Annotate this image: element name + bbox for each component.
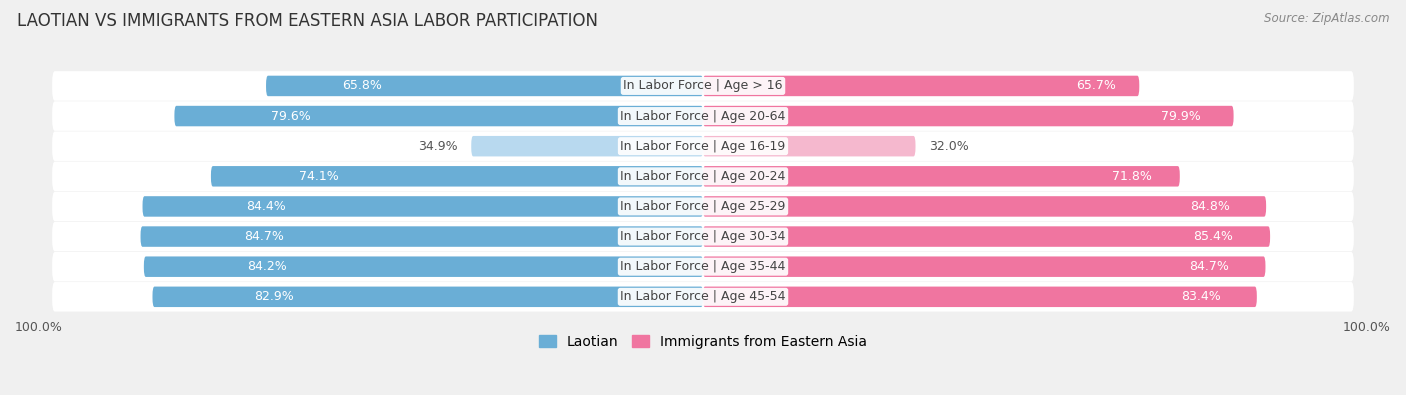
Text: 84.2%: 84.2%	[247, 260, 287, 273]
FancyBboxPatch shape	[52, 192, 1354, 221]
FancyBboxPatch shape	[141, 226, 703, 247]
FancyBboxPatch shape	[52, 132, 1354, 161]
Text: In Labor Force | Age 16-19: In Labor Force | Age 16-19	[620, 140, 786, 153]
Text: In Labor Force | Age 45-54: In Labor Force | Age 45-54	[620, 290, 786, 303]
FancyBboxPatch shape	[703, 106, 1233, 126]
FancyBboxPatch shape	[703, 196, 1267, 217]
FancyBboxPatch shape	[52, 101, 1354, 131]
Text: 82.9%: 82.9%	[253, 290, 294, 303]
Text: In Labor Force | Age 25-29: In Labor Force | Age 25-29	[620, 200, 786, 213]
FancyBboxPatch shape	[703, 76, 1139, 96]
FancyBboxPatch shape	[143, 256, 703, 277]
FancyBboxPatch shape	[703, 166, 1180, 186]
Text: 84.7%: 84.7%	[1189, 260, 1229, 273]
Text: 79.6%: 79.6%	[271, 109, 311, 122]
Text: 84.7%: 84.7%	[245, 230, 284, 243]
FancyBboxPatch shape	[703, 287, 1257, 307]
Text: 32.0%: 32.0%	[929, 140, 969, 153]
Text: LAOTIAN VS IMMIGRANTS FROM EASTERN ASIA LABOR PARTICIPATION: LAOTIAN VS IMMIGRANTS FROM EASTERN ASIA …	[17, 12, 598, 30]
Text: 71.8%: 71.8%	[1112, 170, 1152, 183]
FancyBboxPatch shape	[703, 226, 1270, 247]
FancyBboxPatch shape	[471, 136, 703, 156]
FancyBboxPatch shape	[142, 196, 703, 217]
Text: 84.8%: 84.8%	[1189, 200, 1230, 213]
FancyBboxPatch shape	[152, 287, 703, 307]
Text: 34.9%: 34.9%	[419, 140, 458, 153]
Text: In Labor Force | Age 30-34: In Labor Force | Age 30-34	[620, 230, 786, 243]
FancyBboxPatch shape	[52, 71, 1354, 101]
FancyBboxPatch shape	[211, 166, 703, 186]
Text: 65.7%: 65.7%	[1076, 79, 1115, 92]
Text: 65.8%: 65.8%	[342, 79, 382, 92]
Text: 83.4%: 83.4%	[1181, 290, 1222, 303]
Legend: Laotian, Immigrants from Eastern Asia: Laotian, Immigrants from Eastern Asia	[533, 329, 873, 354]
FancyBboxPatch shape	[52, 252, 1354, 282]
FancyBboxPatch shape	[52, 162, 1354, 191]
FancyBboxPatch shape	[703, 136, 915, 156]
Text: 84.4%: 84.4%	[246, 200, 285, 213]
FancyBboxPatch shape	[52, 282, 1354, 312]
FancyBboxPatch shape	[703, 256, 1265, 277]
Text: Source: ZipAtlas.com: Source: ZipAtlas.com	[1264, 12, 1389, 25]
Text: In Labor Force | Age 35-44: In Labor Force | Age 35-44	[620, 260, 786, 273]
Text: 79.9%: 79.9%	[1160, 109, 1201, 122]
FancyBboxPatch shape	[174, 106, 703, 126]
Text: In Labor Force | Age 20-64: In Labor Force | Age 20-64	[620, 109, 786, 122]
Text: 85.4%: 85.4%	[1194, 230, 1233, 243]
Text: In Labor Force | Age > 16: In Labor Force | Age > 16	[623, 79, 783, 92]
FancyBboxPatch shape	[52, 222, 1354, 251]
Text: 74.1%: 74.1%	[299, 170, 339, 183]
Text: In Labor Force | Age 20-24: In Labor Force | Age 20-24	[620, 170, 786, 183]
FancyBboxPatch shape	[266, 76, 703, 96]
